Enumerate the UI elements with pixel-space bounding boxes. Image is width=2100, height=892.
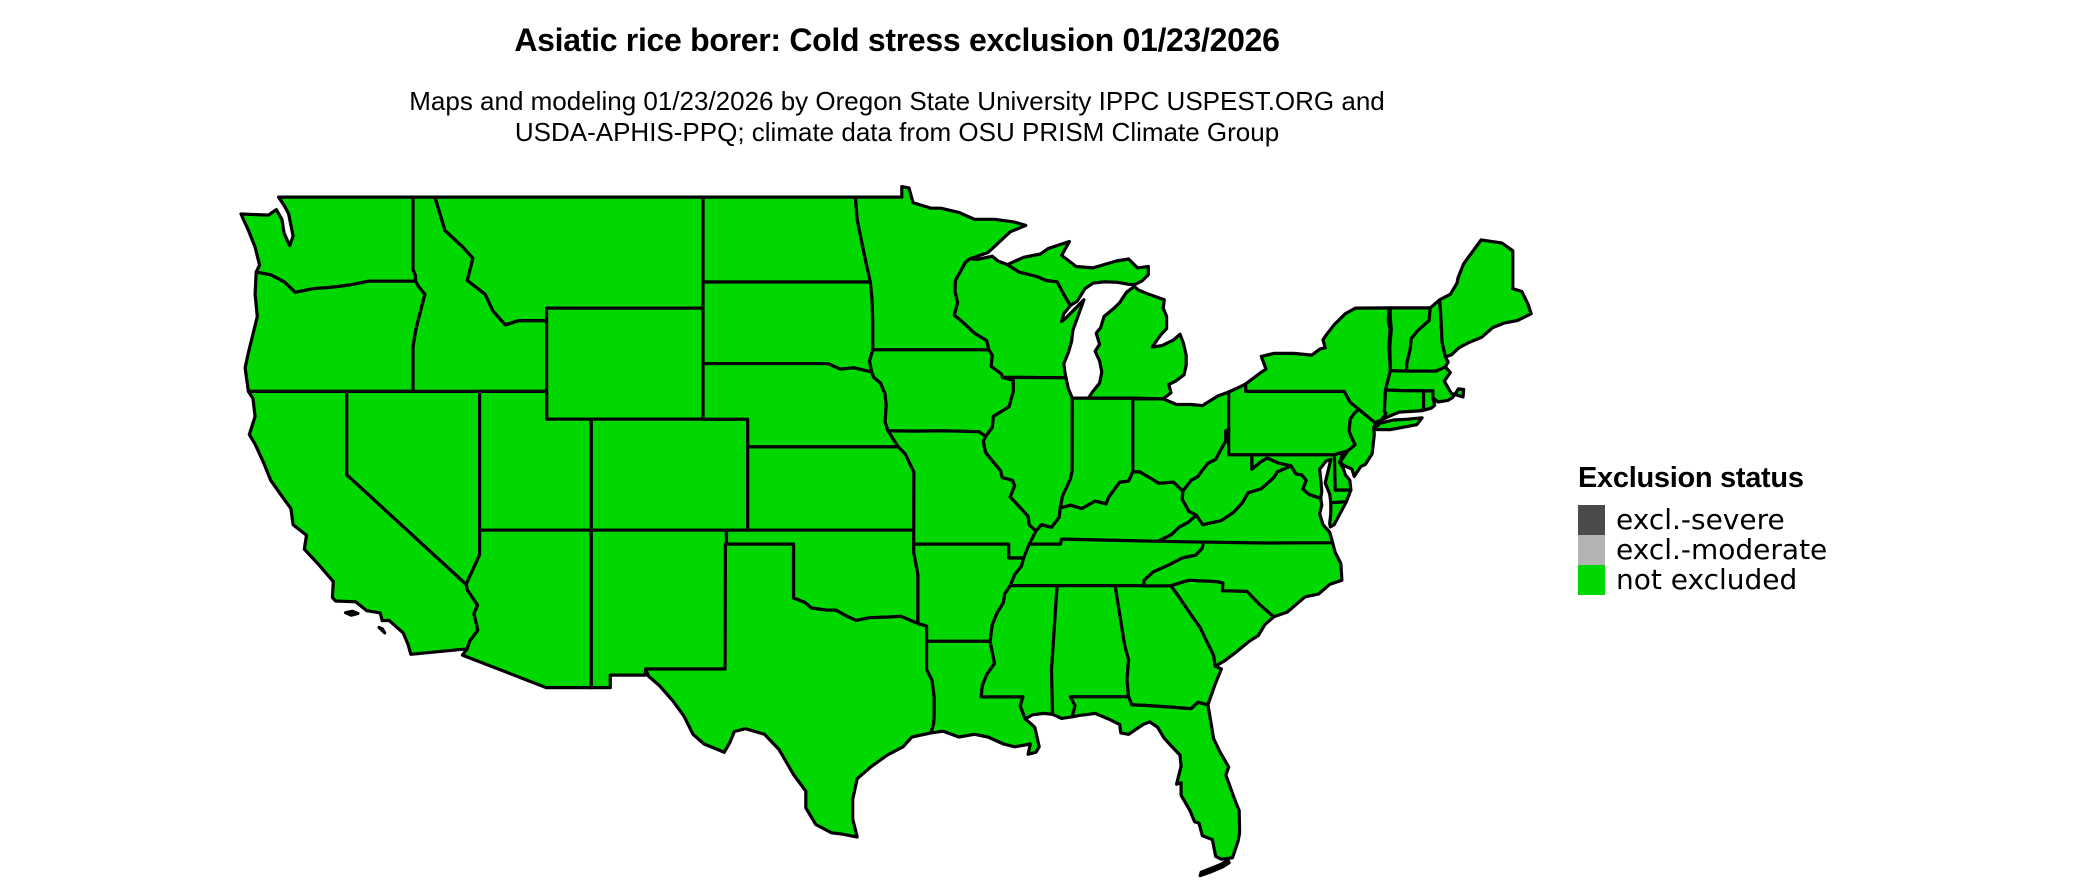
state-virginia: [1328, 500, 1349, 529]
state-michigan: [1005, 239, 1150, 307]
state-florida: [1198, 858, 1231, 878]
state-california: [344, 609, 360, 617]
exclusion-status-legend: Exclusion status excl.-severe excl.-moder…: [1578, 462, 1827, 595]
legend-swatch-3: [1578, 565, 1605, 595]
state-maine: [1437, 238, 1533, 359]
state-texas: [643, 542, 936, 839]
legend-item: excl.-moderate: [1578, 535, 1827, 565]
state-north-carolina: [1142, 539, 1344, 619]
figure-header: Asiatic rice borer: Cold stress exclusio…: [0, 0, 1794, 160]
state-wyoming: [544, 306, 705, 421]
state-north-dakota: [701, 195, 872, 284]
legend-item: excl.-severe: [1578, 505, 1827, 535]
legend-label: excl.-moderate: [1616, 533, 1828, 566]
state-california: [377, 625, 387, 635]
state-kansas: [746, 445, 916, 532]
attribution-line-1: Maps and modeling 01/23/2026 by Oregon S…: [409, 86, 1385, 116]
state-new-york: [1372, 416, 1424, 432]
legend-rows: excl.-severe excl.-moderate not excluded: [1578, 505, 1827, 595]
state-new-mexico: [589, 528, 729, 690]
legend-item: not excluded: [1578, 565, 1827, 595]
legend-swatch-1: [1578, 505, 1605, 535]
state-new-jersey: [1338, 407, 1378, 478]
state-south-dakota: [701, 280, 875, 374]
state-michigan: [1086, 284, 1188, 401]
legend-label: excl.-severe: [1616, 503, 1785, 536]
state-oregon: [243, 270, 427, 393]
attribution-line-2: USDA-APHIS-PPQ; climate data from OSU PR…: [514, 117, 1280, 147]
legend-title: Exclusion status: [1578, 462, 1804, 494]
attribution-subtitle: Maps and modeling 01/23/2026 by Oregon S…: [0, 86, 1794, 148]
state-pennsylvania: [1227, 382, 1361, 457]
state-new-york: [1244, 306, 1393, 430]
page-title: Asiatic rice borer: Cold stress exclusio…: [514, 22, 1280, 58]
state-maryland: [1250, 453, 1353, 505]
legend-swatch-2: [1578, 535, 1605, 565]
state-delaware: [1332, 450, 1353, 492]
state-arizona: [460, 528, 593, 690]
state-connecticut: [1380, 388, 1426, 422]
state-colorado: [589, 417, 750, 532]
state-florida: [1068, 695, 1242, 861]
legend-label: not excluded: [1616, 563, 1798, 596]
